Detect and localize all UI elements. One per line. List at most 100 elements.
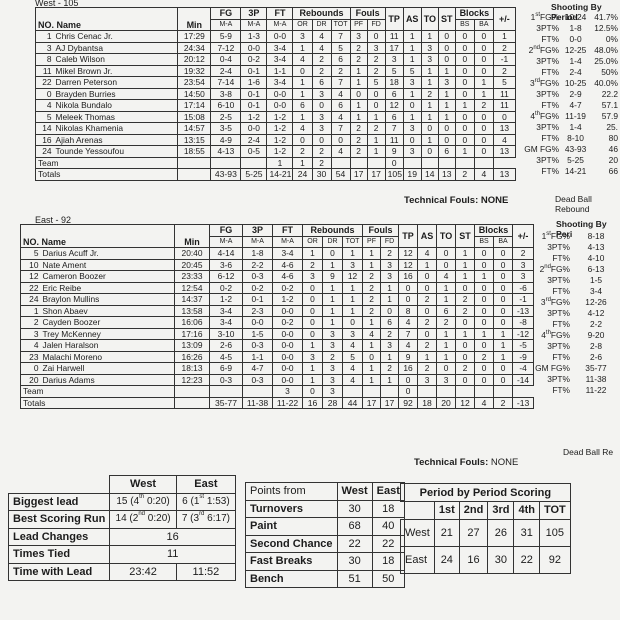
summary-east-header: East	[175, 475, 237, 494]
ba-subheader: BA	[493, 235, 514, 248]
shooting-label: GM FG%	[524, 144, 560, 154]
stat-cell: 3	[342, 327, 364, 340]
team-stat-cell: 1	[266, 156, 294, 169]
shooting-label: 3PT%	[547, 341, 570, 351]
east-dead-ball-label: Dead Ball Re	[563, 447, 614, 457]
stat-cell: 2	[362, 281, 382, 294]
player-number: 22	[34, 76, 54, 89]
totals-cell: 4	[473, 168, 494, 181]
header-row: NO. Name Min FG 3P FT Rebounds Fouls TP AS TO ST Bl…	[34, 7, 517, 31]
stat-cell: 0	[493, 247, 514, 260]
stat-cell: 0	[493, 362, 514, 375]
fouls-header: Fouls	[362, 224, 400, 237]
shooting-value: 2-8	[589, 341, 603, 351]
team-stat-cell	[209, 385, 244, 398]
stat-cell: 17:29	[177, 30, 212, 43]
points-from-west: 30	[336, 499, 373, 518]
stat-cell: 0	[493, 304, 514, 317]
stat-cell: 2	[349, 41, 368, 54]
stat-cell: 1	[420, 99, 439, 112]
stat-cell: 1	[349, 76, 368, 89]
stat-cell: 23:54	[177, 76, 212, 89]
stat-cell: 6	[436, 304, 457, 317]
stat-cell: 7	[330, 122, 351, 135]
stat-cell: 7-12	[210, 41, 242, 54]
team-stat-cell	[380, 385, 400, 398]
ordinal-suffix: nd	[544, 264, 551, 270]
stat-cell: 3	[322, 327, 344, 340]
stat-cell: 0	[302, 304, 324, 317]
shooting-label: FT%	[541, 67, 560, 77]
stat-cell: 1-2	[266, 122, 294, 135]
stat-cell: 0	[436, 258, 457, 271]
stat-cell: 7	[330, 30, 351, 43]
stat-cell: 0	[454, 53, 475, 66]
ma-subheader: M-A	[240, 18, 268, 31]
team-stat-cell	[349, 156, 368, 169]
stat-cell: 2	[417, 362, 438, 375]
player-number: 3	[20, 327, 41, 340]
points-from-west-header: West	[336, 482, 373, 501]
points-from-row: Bench 51 50	[245, 569, 405, 588]
stat-cell: 12	[398, 247, 419, 260]
team-stat-cell: 1	[292, 156, 313, 169]
ordinal-suffix: rd	[545, 297, 551, 303]
period-row: East 24 16 30 22 92	[400, 545, 571, 574]
stat-cell: 2	[492, 41, 517, 54]
stat-cell: 1-8	[242, 247, 274, 260]
stat-cell: 4	[398, 316, 419, 329]
dr-subheader: DR	[311, 18, 332, 31]
stat-cell: 13	[492, 145, 517, 158]
st-header: ST	[455, 224, 476, 248]
as-header: AS	[402, 7, 422, 31]
team-stat-cell: 2	[311, 156, 332, 169]
stat-cell: 4	[342, 362, 364, 375]
player-number: 5	[34, 110, 54, 123]
period-header: 1st	[433, 501, 460, 520]
totals-cell: 20	[436, 396, 457, 409]
tp-header: TP	[384, 7, 404, 31]
player-name: Nikola Bundalo	[53, 99, 179, 112]
stat-cell: 1	[420, 30, 439, 43]
shooting-row: 3PT% 1-4 25.	[522, 122, 620, 133]
player-number: 22	[20, 281, 41, 294]
min-header: Min	[177, 7, 212, 31]
totals-cell: -13	[512, 396, 535, 409]
east-technical-fouls: Technical Fouls: NONE	[414, 457, 518, 468]
to-header: TO	[436, 224, 457, 248]
shooting-label: FT%	[552, 352, 570, 362]
shooting-row: 3PT% 2-8	[530, 341, 620, 352]
shooting-row: 3rdFG% 10-25 40.0%	[522, 78, 620, 89]
stat-cell: 3	[402, 122, 422, 135]
player-row: 0 Zai Harwell 18:13 6-9 4-7 0-0 1 3 4 1 2 16 2 0 2 0 0 -4	[20, 362, 535, 375]
points-from-west: 22	[336, 534, 373, 553]
stat-cell: 0-2	[209, 281, 244, 294]
points-from-row: Turnovers 30 18	[245, 499, 405, 518]
player-name: Brayden Burries	[53, 87, 179, 100]
player-name: AJ Dybantsa	[53, 41, 179, 54]
shooting-value: 12.5%	[594, 23, 618, 33]
stat-cell: 1	[474, 327, 495, 340]
shooting-value: 1-5	[589, 275, 603, 285]
stat-cell: 1	[292, 41, 313, 54]
stat-cell: 0	[454, 30, 475, 43]
blocks-header: Blocks	[454, 7, 494, 20]
stat-cell: 2-4	[240, 133, 268, 146]
player-name: Caleb Wilson	[53, 53, 179, 66]
stat-cell: 1-2	[209, 293, 244, 306]
totals-cell: 14	[420, 168, 439, 181]
team-stat-cell	[174, 385, 211, 398]
shooting-value: 5-25	[567, 155, 584, 165]
shooting-row: 3rdFG% 12-26	[530, 297, 620, 308]
team-stat-cell	[210, 156, 242, 169]
time-with-lead-east: 11:52	[175, 562, 237, 581]
stat-cell: 4-7	[242, 362, 274, 375]
stat-cell: 5	[330, 41, 351, 54]
totals-cell	[177, 168, 212, 181]
stat-cell: 2	[366, 53, 386, 66]
shooting-row: 2ndFG% 6-13	[530, 264, 620, 275]
stat-cell: 1	[302, 362, 324, 375]
period-score: 31	[513, 518, 540, 547]
stat-cell: 0	[417, 270, 438, 283]
